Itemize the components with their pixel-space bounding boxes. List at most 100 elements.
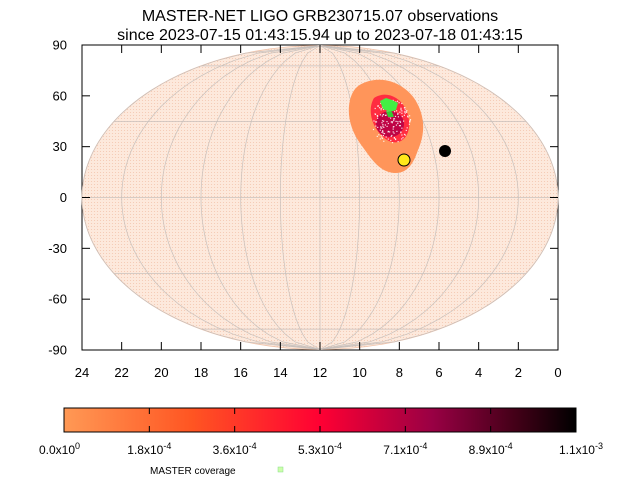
speckle-point	[391, 134, 393, 137]
speckle-point	[406, 110, 408, 112]
speckle-point	[403, 111, 406, 113]
colorbar-tick-label: 8.9x10-4	[469, 441, 513, 457]
speckle-point	[391, 122, 393, 124]
speckle-point	[401, 127, 403, 129]
speckle-point	[390, 117, 392, 119]
speckle-point	[379, 129, 381, 131]
speckle-point	[401, 102, 403, 105]
speckle-point	[409, 115, 411, 117]
speckle-point	[401, 115, 403, 118]
speckle-point	[375, 125, 377, 127]
speckle-point	[399, 111, 401, 113]
speckle-point	[378, 107, 381, 109]
colorbar-ticks: 0.0x100 1.8x10-4 3.6x10-4 5.3x10-4 7.1x10-4 8…	[39, 408, 603, 457]
probability-region	[348, 79, 424, 174]
x-tick-label: 8	[396, 365, 403, 380]
speckle-point	[383, 120, 385, 122]
speckle-point	[377, 105, 379, 107]
meridian-line	[160, 45, 321, 350]
meridian-line	[279, 45, 321, 350]
speckle-point	[397, 112, 399, 114]
speckle-point	[390, 139, 392, 141]
legend-swatch-master-coverage	[277, 466, 284, 473]
chart-title-line2: since 2023-07-15 01:43:15.94 up to 2023-…	[117, 27, 523, 44]
speckle-point	[394, 111, 396, 113]
speckle-point	[409, 121, 411, 123]
y-axis: 90 60 30 0 -30 -60 -90	[48, 38, 558, 358]
meridian-line	[240, 45, 321, 350]
x-tick-label: 24	[75, 365, 89, 380]
colorbar-tick-label: 1.8x10-4	[127, 441, 171, 457]
speckle-point	[390, 135, 392, 137]
speckle-point	[381, 136, 383, 138]
speckle-point	[409, 119, 412, 121]
sun-marker	[397, 153, 411, 167]
x-tick-label: 0	[554, 365, 561, 380]
speckle-point	[387, 122, 389, 125]
speckle-point	[381, 122, 383, 124]
speckle-point	[397, 121, 399, 123]
speckle-point	[392, 128, 394, 130]
x-tick-label: 10	[352, 365, 366, 380]
speckle-point	[377, 117, 379, 119]
speckle-point	[396, 130, 398, 132]
speckle-point	[380, 102, 382, 104]
colorbar-tick-label: 3.6x10-4	[213, 441, 257, 457]
speckle-point	[402, 137, 404, 139]
speckle-point	[389, 131, 391, 133]
x-tick-label: 12	[313, 365, 327, 380]
master-coverage-region	[380, 98, 398, 117]
speckle-point	[392, 126, 394, 128]
speckle-point	[381, 115, 383, 117]
meridian-line	[319, 45, 519, 350]
colorbar-tick-label: 1.1x10-3	[559, 441, 603, 457]
speckle-point	[406, 127, 408, 129]
speckle-point	[381, 131, 383, 133]
speckle-point	[404, 134, 406, 136]
speckle-point	[405, 111, 407, 113]
meridian-line	[200, 45, 321, 350]
speckle-point	[404, 109, 406, 111]
speckle-point	[399, 121, 402, 123]
speckle-point	[373, 120, 375, 122]
speckle-point	[405, 111, 408, 113]
speckle-point	[397, 113, 399, 115]
speckle-point	[377, 126, 379, 128]
y-tick-label: 90	[53, 38, 67, 53]
speckle-point	[403, 107, 405, 109]
speckle-point	[397, 122, 399, 125]
master-coverage-patch-small	[386, 111, 394, 117]
speckle-point	[386, 125, 388, 127]
speckle-point	[400, 107, 402, 109]
graticule	[81, 45, 559, 350]
speckle-point	[391, 142, 394, 144]
speckle-point	[397, 116, 399, 118]
speckle-point	[381, 120, 384, 122]
speckle-point	[387, 138, 389, 140]
y-tick-label: 0	[60, 190, 67, 205]
speckle-point	[385, 114, 387, 116]
x-tick-label: 18	[194, 365, 208, 380]
speckle-point	[407, 115, 409, 117]
speckle-point	[399, 125, 401, 127]
speckle-point	[375, 121, 378, 123]
legend: MASTER coverage	[150, 466, 284, 477]
colorbar: 0.0x100 1.8x10-4 3.6x10-4 5.3x10-4 7.1x10-4 8…	[39, 407, 603, 457]
speckle-point	[379, 114, 382, 116]
colorbar-tick-label: 7.1x10-4	[383, 441, 427, 457]
speckle-point	[380, 134, 382, 137]
speckle-point	[393, 137, 395, 139]
speckle-point	[380, 127, 382, 129]
speckle-point	[403, 120, 405, 122]
speckle-point	[405, 129, 407, 131]
speckle-point	[386, 121, 388, 123]
meridian-line	[319, 45, 480, 350]
speckle-point	[380, 107, 382, 110]
colorbar-tick-label: 0.0x100	[39, 441, 80, 457]
speckle-point	[392, 99, 394, 101]
speckle-point	[381, 137, 383, 139]
x-axis: 24 22 20 18 16 14 12 10 8 6 4 2 0	[75, 45, 562, 380]
speckle-point	[380, 109, 382, 111]
y-tick-label: -60	[48, 292, 67, 307]
